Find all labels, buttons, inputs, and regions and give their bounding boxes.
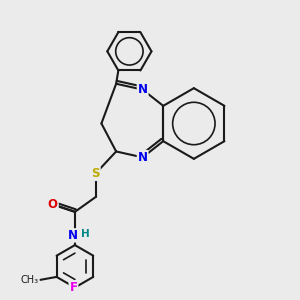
Text: F: F	[69, 281, 77, 294]
Text: S: S	[91, 167, 100, 180]
Text: H: H	[81, 229, 90, 239]
Text: N: N	[68, 229, 78, 242]
Text: N: N	[138, 151, 148, 164]
Text: O: O	[48, 198, 58, 211]
Text: CH₃: CH₃	[21, 275, 39, 285]
Text: N: N	[138, 83, 148, 96]
